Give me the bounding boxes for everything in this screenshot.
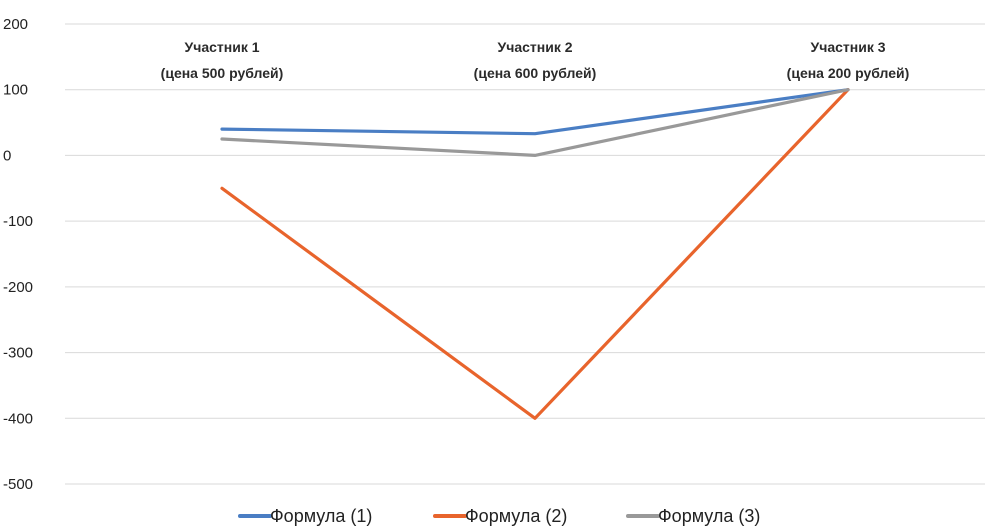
series-line-3 (220, 88, 850, 157)
category-labels: Участник 1 (цена 500 рублей) Участник 2 (це… (161, 39, 910, 81)
category-label-line1: Участник 3 (810, 39, 885, 55)
y-tick-label: 200 (3, 16, 28, 33)
y-tick-label: -300 (3, 345, 33, 362)
y-tick-label: 0 (3, 147, 11, 164)
category-label-line2: (цена 600 рублей) (474, 65, 597, 81)
series-line-2 (220, 88, 850, 420)
legend-label: Формула (1) (270, 506, 372, 526)
y-tick-label: -200 (3, 279, 33, 296)
category-label-line1: Участник 1 (184, 39, 259, 55)
y-tick-label: 100 (3, 82, 28, 99)
legend: Формула (1) Формула (2) Формула (3) (238, 506, 760, 526)
y-tick-label: -100 (3, 213, 33, 230)
series-line-1 (220, 88, 850, 136)
y-tick-label: -400 (3, 410, 33, 427)
series-lines (220, 88, 850, 420)
category-label-line2: (цена 200 рублей) (787, 65, 910, 81)
y-axis-tick-labels: 200 100 0 -100 -200 -300 -400 -500 (3, 16, 33, 493)
legend-label: Формула (2) (465, 506, 567, 526)
category-label-line1: Участник 2 (497, 39, 572, 55)
y-tick-label: -500 (3, 476, 33, 493)
category-label-line2: (цена 500 рублей) (161, 65, 284, 81)
legend-label: Формула (3) (658, 506, 760, 526)
